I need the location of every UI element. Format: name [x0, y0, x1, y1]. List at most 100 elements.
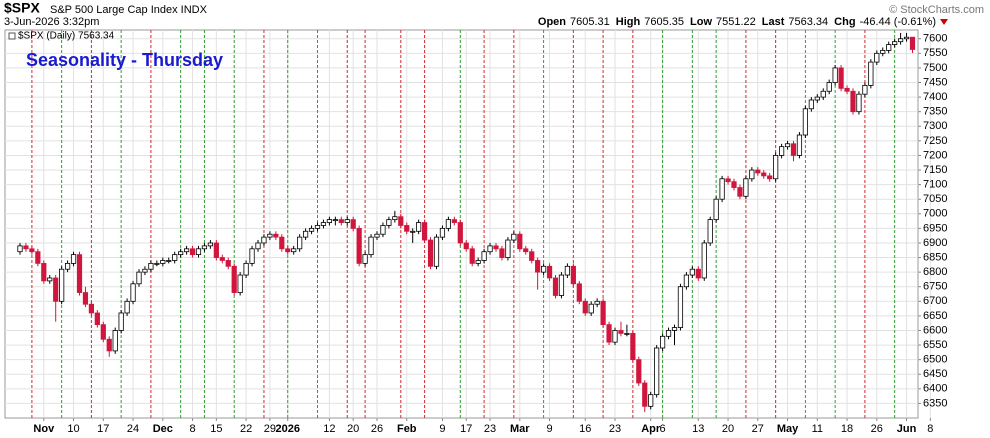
candle-body	[142, 268, 148, 273]
candle-body	[487, 245, 493, 253]
x-tick-label: 20	[347, 423, 359, 435]
candle-body	[790, 143, 797, 156]
candle-body	[100, 324, 106, 340]
quote-label: High	[616, 16, 641, 28]
candle-body	[689, 268, 695, 276]
x-tick-label: 27	[752, 423, 764, 435]
candle-body	[731, 181, 737, 188]
candle-body	[683, 274, 690, 288]
candle-body	[70, 254, 77, 264]
candles	[17, 32, 916, 413]
x-tick-label: 8	[189, 423, 195, 435]
candle-body	[719, 178, 725, 200]
x-tick-label: 9	[439, 423, 445, 435]
candle-body	[207, 242, 213, 247]
y-tick-label: 6600	[923, 324, 947, 336]
candle-body	[332, 219, 338, 222]
y-tick-label: 7150	[923, 164, 947, 176]
candle-body	[249, 248, 255, 264]
quote-value: -46.44 (-0.61%)	[860, 16, 936, 28]
candle-body	[23, 245, 29, 250]
candle-body	[112, 330, 118, 352]
quote-label: Low	[690, 16, 712, 28]
candle-body	[642, 382, 648, 407]
candle-body	[725, 178, 731, 183]
y-tick-label: 6500	[923, 354, 947, 366]
candle-body	[439, 227, 446, 238]
candle-body	[677, 286, 684, 328]
candle-body	[606, 324, 612, 343]
candle-body	[558, 274, 565, 296]
timestamp: 3-Jun-2026 3:32pm	[4, 16, 99, 28]
candle-body	[326, 219, 333, 223]
candle-body	[671, 327, 678, 331]
candle-body	[529, 251, 535, 261]
candle-body	[779, 146, 785, 156]
candle-body	[493, 245, 499, 250]
candle-body	[267, 233, 273, 238]
candle-body	[225, 260, 231, 267]
quote-value: 7605.31	[570, 16, 610, 28]
candle-body	[59, 268, 65, 302]
candle-body	[279, 236, 285, 250]
candle-body	[909, 36, 916, 50]
x-tick-label: Nov	[33, 423, 55, 435]
candle-body	[600, 300, 606, 326]
candle-body	[612, 330, 618, 343]
candle-body	[285, 248, 291, 253]
y-tick-label: 7000	[923, 208, 947, 220]
x-tick-label: 29	[264, 423, 276, 435]
quote-value: 7551.22	[716, 16, 756, 28]
copyright: © StockCharts.com	[889, 4, 984, 16]
candle-body	[445, 219, 452, 229]
candle-body	[570, 265, 576, 285]
candle-body	[695, 268, 701, 279]
x-tick-label: 26	[871, 423, 883, 435]
x-tick-label: 17	[97, 423, 109, 435]
legend-swatch	[8, 32, 16, 40]
chart-title: Seasonality - Thursday	[26, 50, 223, 70]
y-tick-label: 7350	[923, 106, 947, 118]
candle-body	[660, 335, 666, 349]
candle-body	[618, 330, 624, 334]
candle-body	[189, 248, 196, 256]
candle-body	[297, 236, 303, 250]
candle-body	[773, 155, 779, 180]
candle-body	[17, 245, 23, 253]
candle-body	[898, 38, 904, 43]
candle-body	[261, 236, 267, 244]
y-tick-label: 7600	[923, 33, 947, 45]
candle-body	[291, 248, 297, 253]
candle-body	[178, 251, 184, 256]
y-tick-label: 7450	[923, 76, 947, 88]
candle-body	[523, 248, 529, 253]
candle-body	[743, 178, 749, 197]
quote-value: 7605.35	[644, 16, 684, 28]
candle-body	[255, 242, 261, 250]
candle-body	[356, 227, 362, 264]
candle-body	[844, 87, 850, 92]
candle-body	[761, 172, 767, 177]
candle-body	[136, 271, 142, 285]
x-tick-label: Jun	[897, 423, 917, 435]
x-tick-label: Mar	[510, 423, 530, 435]
down-arrow	[940, 19, 948, 25]
candle-body	[154, 262, 160, 265]
symbol: $SPX	[4, 0, 40, 16]
candle-body	[314, 225, 321, 229]
candle-body	[713, 198, 719, 221]
x-tick-label: 17	[460, 423, 472, 435]
x-tick-label: 16	[579, 423, 591, 435]
candle-body	[564, 265, 571, 276]
candle-body	[475, 260, 481, 264]
candle-body	[374, 233, 380, 238]
x-tick-label: 24	[127, 423, 139, 435]
candle-body	[76, 254, 83, 293]
index-name: S&P 500 Large Cap Index INDX	[50, 4, 208, 16]
candle-body	[796, 134, 803, 156]
candle-body	[630, 332, 636, 361]
candle-body	[665, 330, 672, 337]
candle-body	[903, 36, 910, 40]
candle-body	[546, 265, 553, 279]
